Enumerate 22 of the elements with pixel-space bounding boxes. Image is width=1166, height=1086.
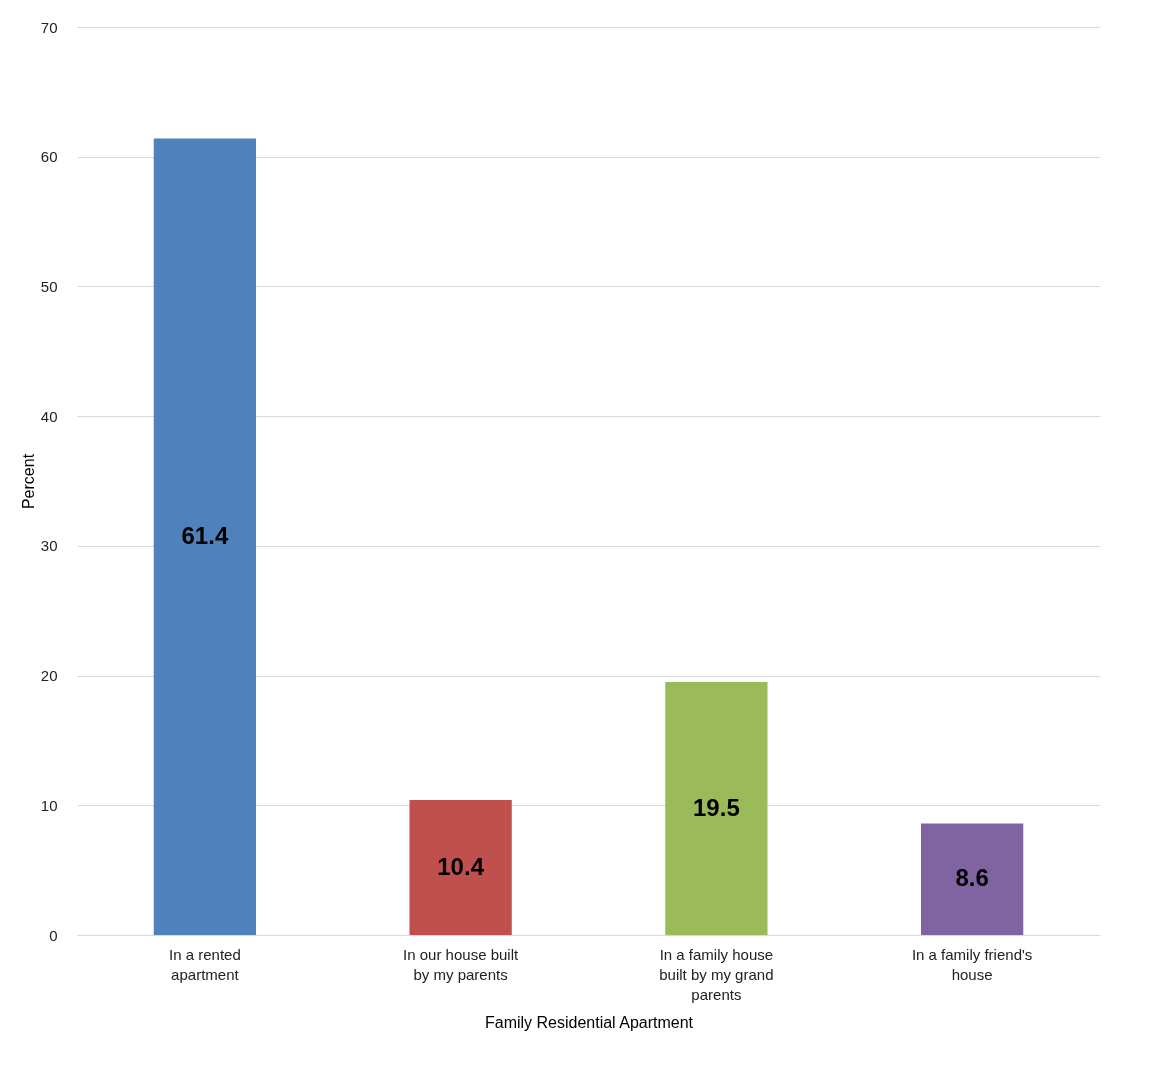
- data-label: 10.4: [437, 852, 485, 880]
- x-tick-label: In a family friend's house: [911, 945, 1033, 983]
- y-tick-label: 10: [40, 796, 58, 814]
- bar: [665, 682, 768, 935]
- bar: [409, 800, 512, 935]
- y-tick-label: 70: [40, 18, 58, 36]
- y-tick-label: 30: [40, 537, 58, 555]
- x-axis-title: Family Residential Apartment: [484, 1013, 694, 1031]
- x-tick-label: In a family house built by my grand parents: [659, 945, 774, 1003]
- y-axis-title: Percent: [19, 453, 37, 510]
- data-label: 19.5: [693, 793, 740, 821]
- x-tick-label: In a rented apartment: [169, 945, 241, 983]
- y-tick-label: 20: [40, 667, 58, 685]
- data-label: 8.6: [955, 864, 989, 892]
- x-tick-label: In our house built by my parents: [403, 945, 519, 983]
- bar: [153, 138, 257, 935]
- y-tick-label: 40: [40, 407, 58, 425]
- y-tick-label: 50: [40, 277, 58, 295]
- bar: [920, 823, 1024, 935]
- data-label: 61.4: [181, 521, 229, 549]
- y-tick-label: 0: [49, 926, 58, 944]
- y-tick-label: 60: [40, 148, 58, 166]
